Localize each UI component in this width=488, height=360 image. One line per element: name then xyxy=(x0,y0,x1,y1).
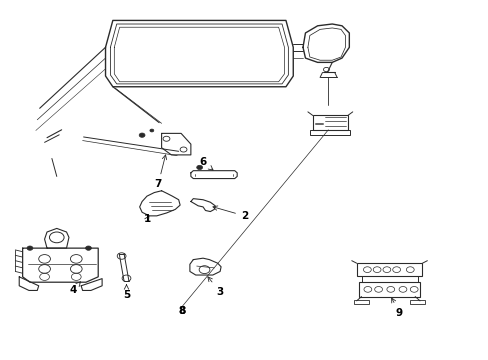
Bar xyxy=(409,300,424,305)
Circle shape xyxy=(150,129,154,132)
Bar xyxy=(310,130,349,135)
Bar xyxy=(353,300,368,305)
Bar xyxy=(361,276,417,282)
Text: 3: 3 xyxy=(207,277,224,297)
Circle shape xyxy=(196,165,202,170)
Bar xyxy=(356,263,422,276)
Text: 6: 6 xyxy=(199,157,213,170)
Circle shape xyxy=(139,133,145,137)
Bar xyxy=(312,116,347,130)
Text: 7: 7 xyxy=(154,155,166,189)
Text: 9: 9 xyxy=(391,298,402,318)
Circle shape xyxy=(27,246,33,250)
Text: 4: 4 xyxy=(69,282,81,295)
Text: 2: 2 xyxy=(213,206,247,221)
Bar xyxy=(358,282,419,297)
Text: 8: 8 xyxy=(178,306,185,316)
Text: 1: 1 xyxy=(143,215,150,224)
Text: 5: 5 xyxy=(122,285,130,301)
Circle shape xyxy=(85,246,91,250)
Text: 8: 8 xyxy=(178,306,185,316)
